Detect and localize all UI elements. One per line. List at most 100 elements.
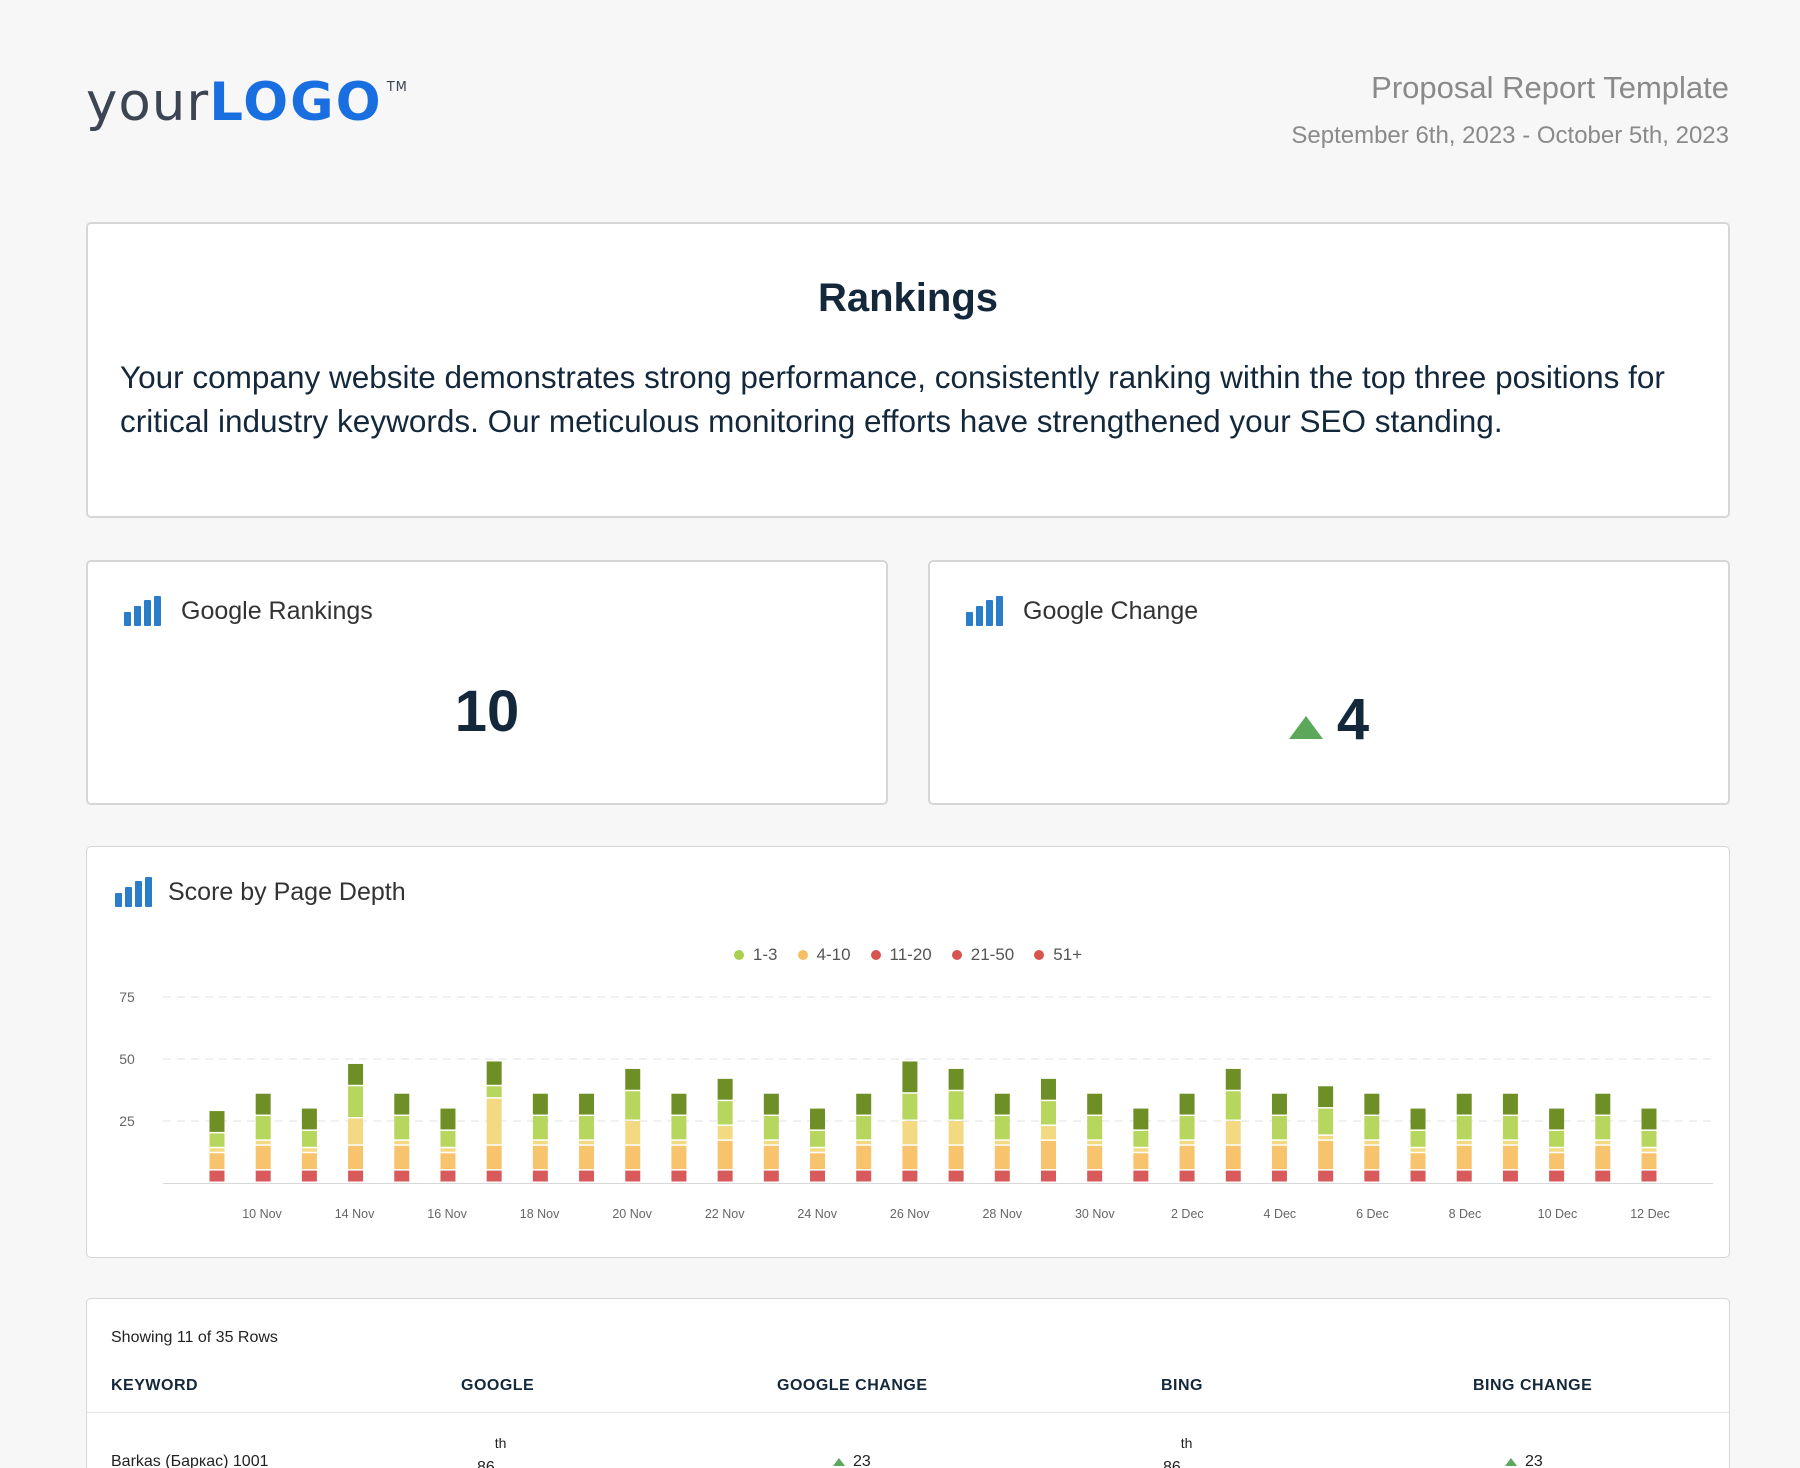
y-tick-label: 50 — [119, 1051, 135, 1067]
bar-segment — [1502, 1116, 1518, 1140]
bar-segment — [1133, 1108, 1149, 1130]
bar-segment — [1595, 1170, 1611, 1182]
legend-dot — [797, 950, 808, 960]
rank-value: 86 — [477, 1459, 495, 1468]
bar-segment — [625, 1121, 641, 1145]
bar-segment — [1040, 1125, 1056, 1140]
bar-segment — [856, 1093, 872, 1115]
bar-segment — [209, 1148, 225, 1152]
bar-segment — [948, 1068, 964, 1090]
section-description: Your company website demonstrates strong… — [120, 359, 1665, 439]
bar-segment — [1087, 1140, 1103, 1145]
x-tick-label: 12 Dec — [1630, 1207, 1670, 1221]
column-header-google[interactable]: GOOGLE — [461, 1377, 535, 1394]
bar-segment — [301, 1108, 317, 1130]
logo-text-brand: LOGO — [209, 72, 383, 133]
bar-segment — [625, 1091, 641, 1120]
bar-segment — [1133, 1130, 1149, 1147]
bar-segment — [1456, 1170, 1472, 1182]
legend-item[interactable]: 51+ — [1034, 945, 1082, 965]
increase-arrow-icon — [833, 1458, 845, 1466]
bar-segment — [1595, 1093, 1611, 1115]
bar-segment — [532, 1145, 548, 1170]
bar-segment — [1641, 1153, 1657, 1170]
bar-segment — [1087, 1093, 1103, 1115]
kpi-value-row: 4 — [930, 686, 1728, 753]
bar-segment — [1040, 1170, 1056, 1182]
column-header-keyword[interactable]: KEYWORD — [111, 1377, 199, 1394]
bar-segment — [1595, 1116, 1611, 1140]
bar-segment — [1410, 1153, 1426, 1170]
bar-segment — [1410, 1108, 1426, 1130]
chart-legend: 1-3 4-10 11-20 21-50 51+ — [87, 945, 1729, 965]
rankings-intro-card: Rankings Your company website demonstrat… — [86, 222, 1730, 518]
bar-segment — [1364, 1170, 1380, 1182]
legend-item[interactable]: 11-20 — [870, 945, 932, 965]
bar-segment — [1087, 1145, 1103, 1170]
x-tick-label: 10 Nov — [242, 1207, 282, 1221]
bar-segment — [625, 1145, 641, 1170]
bar-segment — [1549, 1153, 1565, 1170]
bar-segment — [1225, 1121, 1241, 1145]
bar-segment — [902, 1170, 918, 1182]
bar-segment — [902, 1145, 918, 1170]
bar-segment — [1271, 1116, 1287, 1140]
bar-segment — [763, 1140, 779, 1145]
bar-segment — [1410, 1170, 1426, 1182]
bar-segment — [255, 1170, 271, 1182]
bar-segment — [902, 1093, 918, 1120]
bar-segment — [625, 1170, 641, 1182]
row-count: Showing 11 of 35 Rows — [111, 1329, 278, 1346]
bar-segment — [717, 1170, 733, 1182]
bar-chart-icon — [966, 596, 1003, 626]
kpi-value: 10 — [454, 679, 520, 744]
bar-segment — [440, 1170, 456, 1182]
legend-label: 51+ — [1053, 945, 1083, 964]
rank-suffix: th — [1180, 1435, 1193, 1451]
x-tick-label: 14 Nov — [335, 1207, 375, 1221]
column-header-bing[interactable]: BING — [1161, 1377, 1203, 1394]
bar-segment — [717, 1125, 733, 1140]
bar-segment — [810, 1108, 826, 1130]
bar-segment — [579, 1093, 595, 1115]
legend-item[interactable]: 21-50 — [951, 945, 1014, 965]
logo-text-your: your — [86, 72, 210, 133]
bar-segment — [1225, 1145, 1241, 1170]
bar-segment — [810, 1170, 826, 1182]
legend-item[interactable]: 1-3 — [733, 945, 778, 965]
bar-segment — [1179, 1140, 1195, 1145]
bar-segment — [440, 1130, 456, 1147]
bar-segment — [255, 1140, 271, 1145]
logo: yourLOGO TM — [86, 72, 408, 133]
bar-segment — [994, 1116, 1010, 1140]
bar-segment — [532, 1170, 548, 1182]
bar-segment — [209, 1133, 225, 1147]
bar-segment — [948, 1170, 964, 1182]
column-header-google-change[interactable]: GOOGLE CHANGE — [777, 1377, 928, 1394]
bar-segment — [1410, 1130, 1426, 1147]
legend-dot — [951, 950, 962, 960]
column-header-bing-change[interactable]: BING CHANGE — [1473, 1377, 1593, 1394]
increase-arrow-icon — [1288, 716, 1323, 740]
bar-segment — [810, 1130, 826, 1147]
bar-segment — [394, 1140, 410, 1145]
bar-segment — [1271, 1140, 1287, 1145]
legend-item[interactable]: 4-10 — [797, 945, 851, 965]
bar-segment — [1410, 1148, 1426, 1152]
x-tick-label: 8 Dec — [1449, 1207, 1482, 1221]
legend-label: 11-20 — [889, 945, 932, 964]
bar-segment — [348, 1145, 364, 1170]
bar-segment — [255, 1093, 271, 1115]
report-date-range: September 6th, 2023 - October 5th, 2023 — [1291, 122, 1729, 149]
bar-segment — [856, 1116, 872, 1140]
bar-segment — [394, 1093, 410, 1115]
increase-arrow-icon — [1505, 1458, 1517, 1466]
report-title: Proposal Report Template — [1371, 70, 1729, 105]
bar-segment — [394, 1170, 410, 1182]
stacked-bar-chart: 75 50 25 10 Nov 14 Nov 16 Nov 18 Nov 20 Nov 22 N… — [119, 989, 1713, 1221]
bar-segment — [1364, 1140, 1380, 1145]
bar-chart-icon — [124, 596, 161, 626]
cell-google-change: 23 — [833, 1453, 871, 1468]
bar-segment — [1179, 1145, 1195, 1170]
bar-segment — [1364, 1145, 1380, 1170]
